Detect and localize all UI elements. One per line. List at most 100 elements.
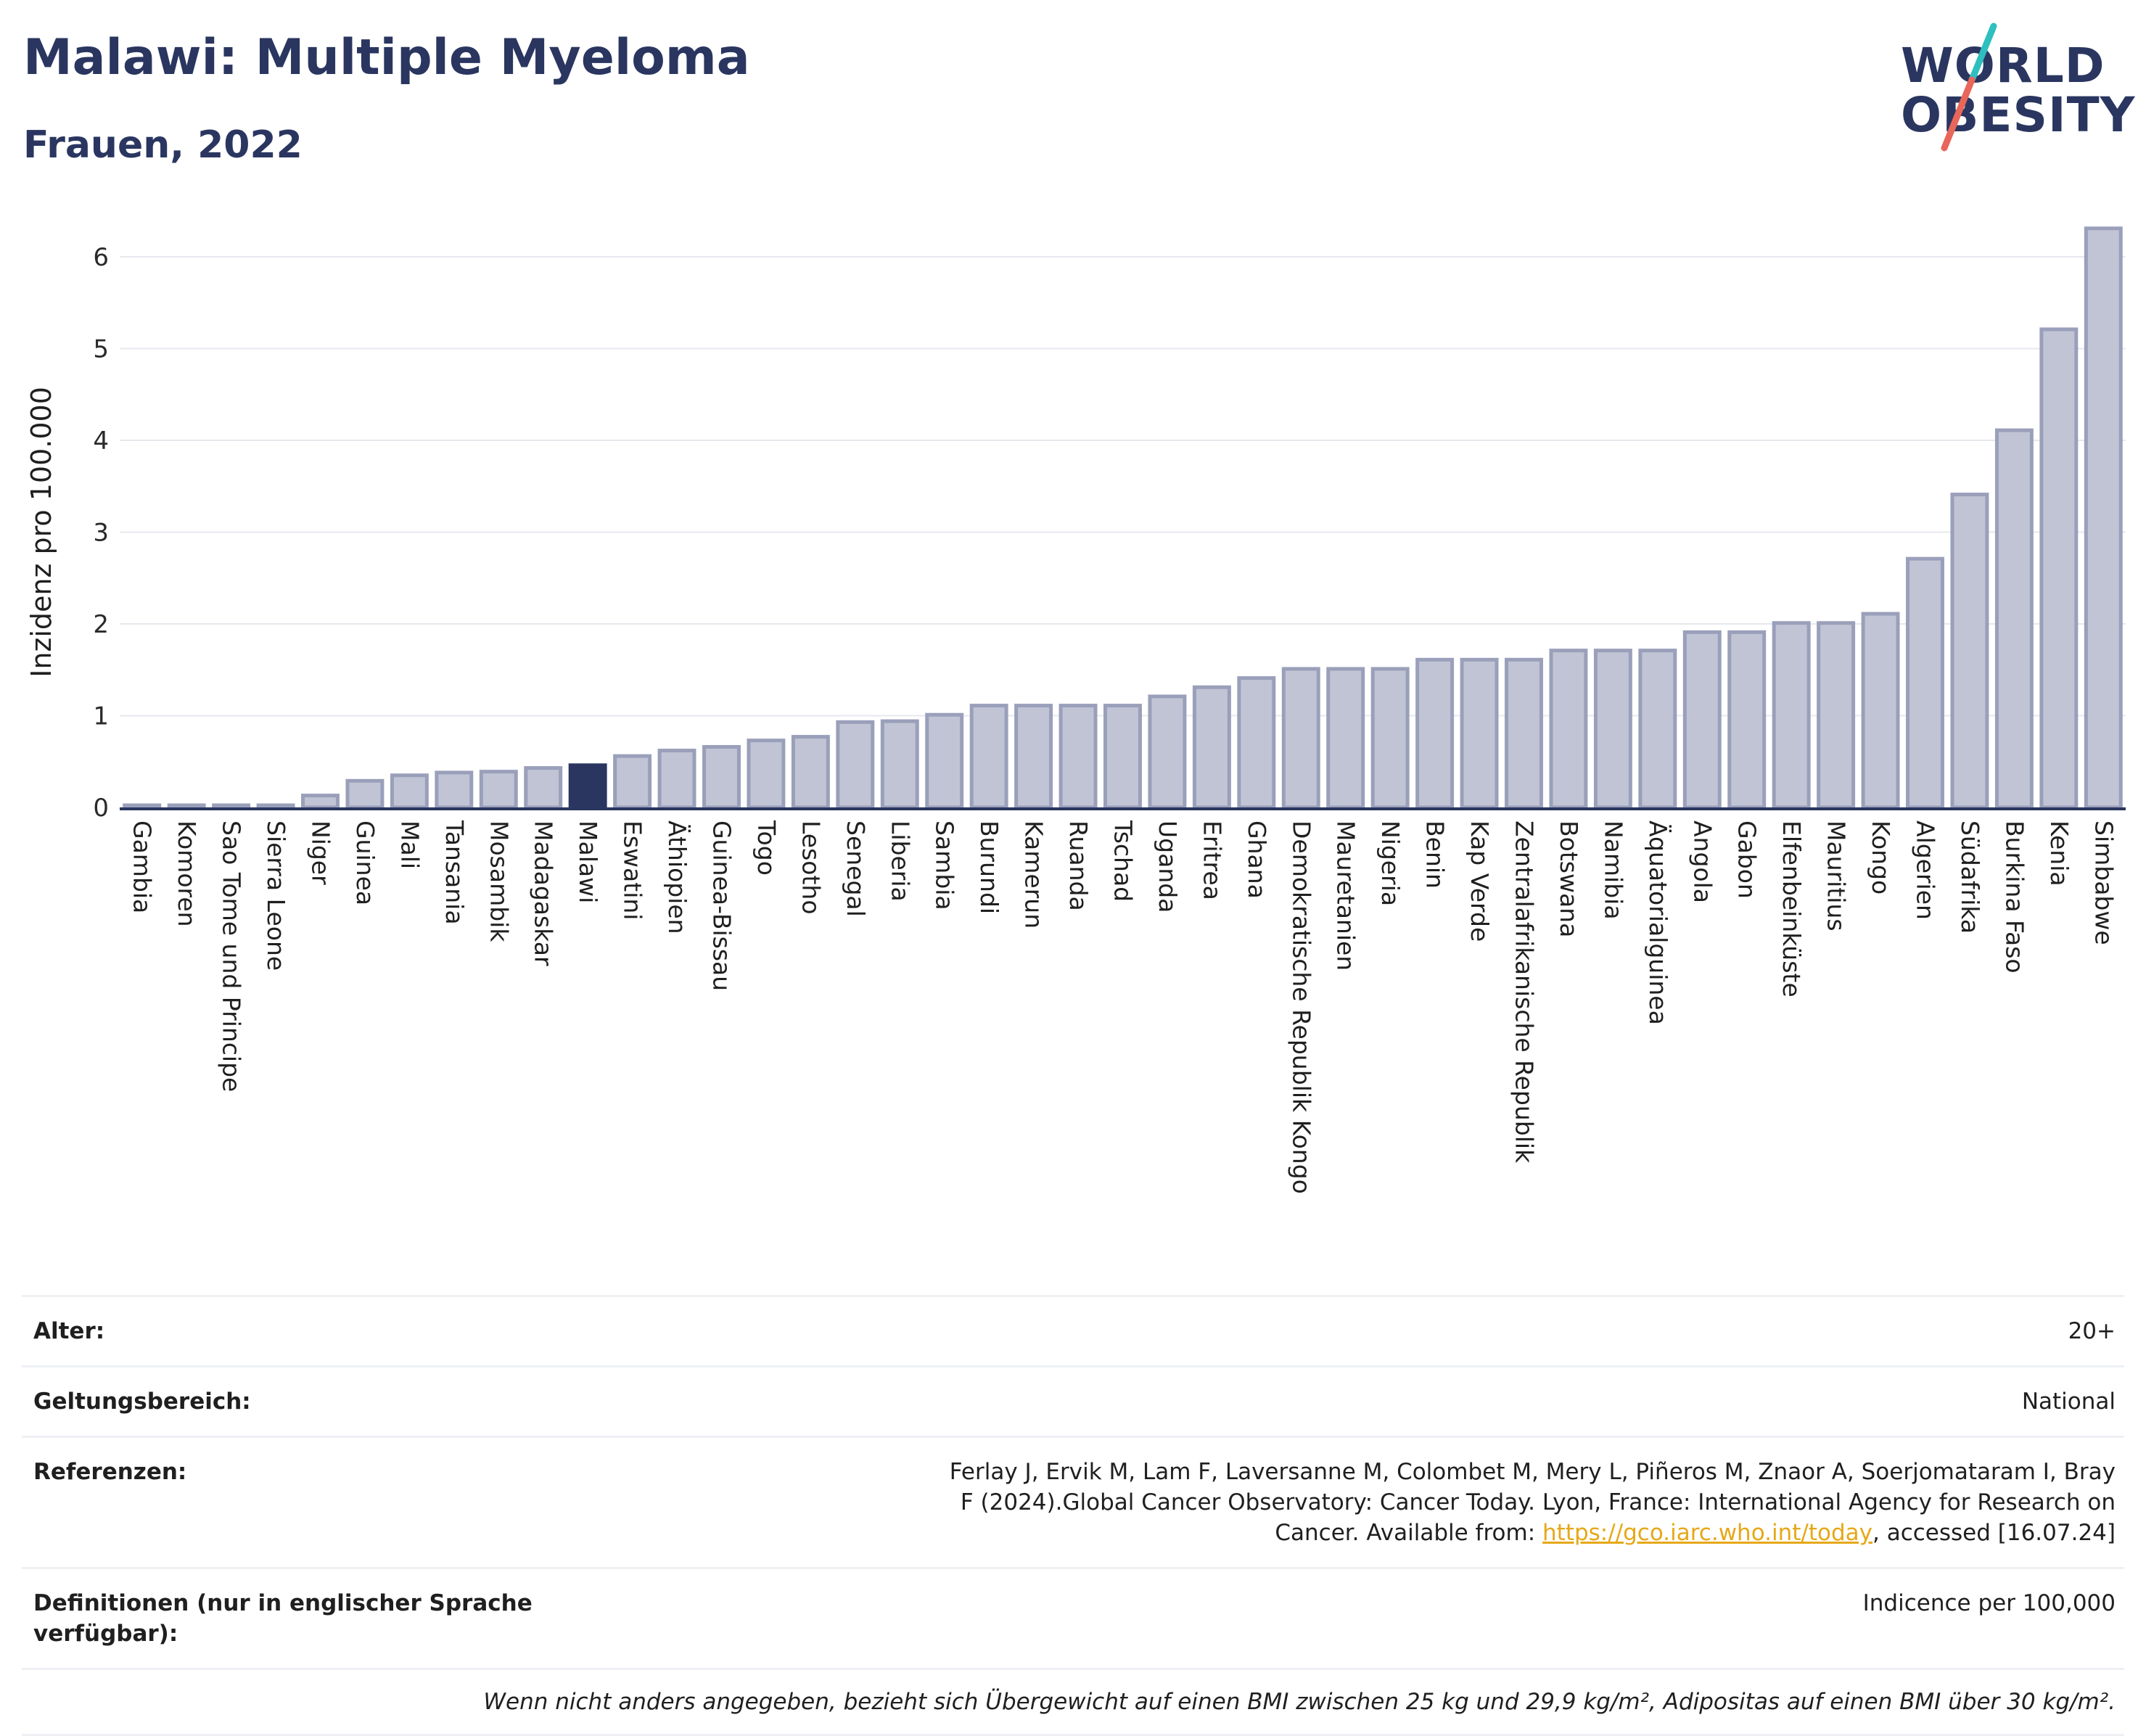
meta-row-age: Alter: 20+ [22,1295,2124,1365]
bar-ruanda [1058,704,1098,810]
bar-sierra-leone [256,803,295,810]
x-tick-label: Nigeria [1376,820,1405,906]
bar-uganda [1148,694,1187,810]
x-tick-label: Burkina Faso [2000,820,2028,974]
bar-mali [390,773,429,810]
bar-gambia [123,803,162,810]
bar-tansania [435,770,474,810]
bar-lesotho [791,735,830,810]
logo-word-world: WORLD [1901,38,2105,94]
x-tick-label: Mauritius [1822,820,1851,931]
y-tick-label-5: 5 [93,335,109,364]
bar-ghana [1237,676,1276,810]
x-tick-label: Botswana [1555,820,1583,937]
x-tick-label: Niger [307,820,335,885]
x-tick-label: Malawi [574,820,602,903]
y-tick-label-1: 1 [93,702,109,731]
x-tick-label: Senegal [842,820,870,917]
x-tick-label: Eswatini [619,820,647,920]
bar-kenia [2039,327,2079,810]
bar-kongo [1861,612,1900,810]
x-tick-label: Liberia [886,820,914,902]
x-tick-label: Togo [752,820,781,876]
x-tick-label: Gabon [1733,820,1761,899]
x-tick-label: Lesotho [797,820,825,915]
bar-elfenbeinküste [1772,621,1811,810]
x-tick-label: Äquatorialguinea [1644,820,1672,1025]
scope-value: National [2021,1389,2116,1415]
x-tick-label: Sambia [931,820,959,910]
x-tick-label: Benin [1421,820,1450,889]
references-value: Ferlay J, Ervik M, Lam F, Laversanne M, … [585,1457,2116,1548]
x-tick-label: Tansania [440,820,469,925]
meta-row-references: Referenzen: Ferlay J, Ervik M, Lam F, La… [22,1436,2124,1567]
x-tick-label: Burundi [975,820,1003,914]
x-tick-label: Namibia [1599,820,1627,920]
x-tick-label: Mali [395,820,424,869]
bar-madagaskar [524,766,563,810]
x-axis-labels: Gambia Komoren Sao Tome und Principe Sierra… [128,820,2118,1194]
bar-liberia [880,719,919,810]
bar-chart: 0 1 2 3 4 5 6 Gambia Komoren Sao Tome und Princi… [25,226,2126,1194]
bars [123,226,2123,810]
x-tick-label: Algerien [1912,820,1940,920]
bar-burkina-faso [1994,428,2034,810]
bar-niger [301,794,340,810]
bar-guinea-bissau [702,745,741,810]
bar-nigeria [1370,667,1410,810]
x-tick-label: Madagaskar [530,820,558,966]
definitions-label: Definitionen (nur in englischer Sprache … [33,1590,533,1647]
bar-gabon [1727,630,1767,810]
references-text: Ferlay J, Ervik M, Lam F, Laversanne M, … [949,1459,2116,1546]
chart-subtitle: Frauen, 2022 [23,123,303,167]
x-tick-label: Guinea [351,820,379,905]
world-obesity-logo: WORLD OBESITY [1886,20,2136,158]
x-tick-label: Guinea-Bissau [708,820,736,991]
x-tick-label: Tschad [1109,820,1138,902]
bar-togo [747,739,786,810]
y-tick-label-2: 2 [93,610,109,639]
y-tick-label-4: 4 [93,427,109,456]
bar-algerien [1906,556,1944,810]
logo-word-obesity: OBESITY [1901,87,2136,143]
x-tick-label: Sierra Leone [262,820,290,971]
x-tick-label: Kamerun [1020,820,1048,929]
x-tick-label: Kenia [2045,820,2073,886]
references-link[interactable]: https://gco.iarc.who.int/today [1542,1520,1872,1546]
x-tick-label: Uganda [1154,820,1182,913]
bar-komoren [167,803,206,810]
bar-angola [1682,630,1722,810]
bar-benin [1415,657,1455,810]
bar-tschad [1103,704,1142,810]
age-label: Alter: [33,1318,105,1344]
age-value: 20+ [2068,1318,2116,1344]
x-tick-label: Sao Tome und Principe [218,820,246,1092]
y-tick-label-3: 3 [93,519,109,548]
bar-äthiopien [657,749,696,810]
meta-row-scope: Geltungsbereich: National [22,1365,2124,1436]
bar-botswana [1549,649,1588,810]
bar-malawi [568,763,607,810]
x-tick-label: Äthiopien [663,820,691,934]
x-tick-label: Ghana [1243,820,1271,899]
x-tick-label: Demokratische Republik Kongo [1287,820,1315,1194]
x-tick-label: Mosambik [485,820,513,942]
y-axis-title: Inzidenz pro 100.000 [25,387,57,678]
x-tick-label: Kongo [1867,820,1895,894]
footnote: Wenn nicht anders angegeben, bezieht sic… [22,1668,2124,1736]
scope-label: Geltungsbereich: [33,1389,251,1415]
references-suffix: , accessed [16.07.24] [1872,1520,2116,1546]
x-tick-label: Zentralafrikanische Republik [1510,820,1539,1164]
x-tick-label: Südafrika [1956,820,1984,934]
bar-eritrea [1192,685,1231,810]
chart-title: Malawi: Multiple Myeloma [23,29,750,86]
bar-kamerun [1014,704,1053,810]
bar-mosambik [479,770,518,810]
bar-sambia [925,712,964,810]
x-tick-label: Simbabwe [2089,820,2118,945]
bar-mauretanien [1326,667,1365,810]
x-tick-label: Mauretanien [1332,820,1360,971]
x-tick-label: Eritrea [1198,820,1226,900]
bar-mauritius [1817,621,1856,810]
x-tick-label: Gambia [128,820,157,913]
